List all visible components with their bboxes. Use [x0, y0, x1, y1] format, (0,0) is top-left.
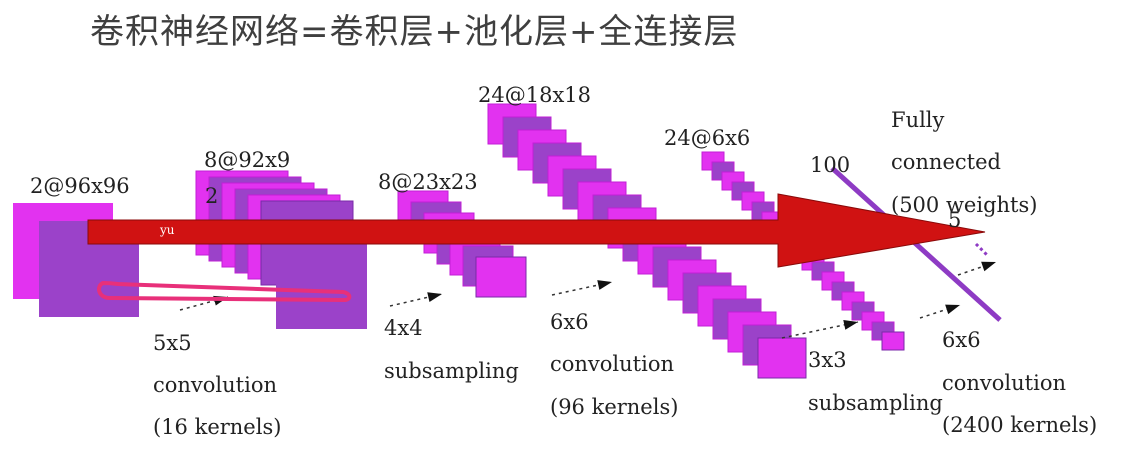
- op4-type: subsampling: [808, 391, 943, 415]
- op1-kernels: (16 kernels): [153, 415, 282, 439]
- layer-conv1-extra: 2: [205, 184, 219, 208]
- op1-connector-line: [179, 296, 229, 311]
- op1-type: convolution: [153, 373, 278, 397]
- op5-kernels: (2400 kernels): [942, 413, 1098, 437]
- layer-conv1-label: 8@92x9: [204, 148, 291, 172]
- op2-connector-arrowhead: [427, 292, 442, 303]
- layer-pool2-label: 24@6x6: [664, 126, 751, 150]
- conv2-map: [757, 337, 807, 379]
- op2-type: subsampling: [384, 359, 519, 383]
- fully-connected-line1: Fully: [891, 108, 945, 132]
- pool1-map: [475, 256, 527, 298]
- op4-size: 3x3: [808, 348, 847, 372]
- op3-type: convolution: [550, 352, 675, 376]
- layer-pool1-label: 8@23x23: [378, 170, 478, 194]
- page-title: 卷积神经网络=卷积层+池化层+全连接层: [90, 12, 739, 52]
- op4-connector-arrowhead: [843, 319, 858, 330]
- layer-conv2-label: 24@18x18: [478, 83, 592, 107]
- arrow-label: yu: [160, 223, 175, 237]
- layer-fc-extra: 5: [948, 208, 962, 232]
- flow-arrow: [87, 193, 986, 268]
- op5-connector-arrowhead: [945, 304, 960, 315]
- op2-size: 4x4: [384, 316, 423, 340]
- fully-connected-line2: connected: [891, 150, 1001, 174]
- op1-size: 5x5: [153, 331, 192, 355]
- fc-out-connector-arrowhead: [981, 261, 996, 272]
- op3-size: 6x6: [550, 310, 589, 334]
- highlight-loop: [96, 280, 352, 303]
- pool2-map: [881, 331, 905, 351]
- fc-output-dots: [974, 242, 990, 258]
- fully-connected-line3: (500 weights): [891, 193, 1038, 217]
- op5-size: 6x6: [942, 328, 981, 352]
- op3-connector-arrowhead: [597, 280, 612, 290]
- layer-fc-label: 100: [810, 153, 851, 177]
- op5-type: convolution: [942, 371, 1067, 395]
- layer-input-label: 2@96x96: [30, 174, 130, 198]
- conv1-front-map: [276, 240, 367, 329]
- op3-kernels: (96 kernels): [550, 395, 679, 419]
